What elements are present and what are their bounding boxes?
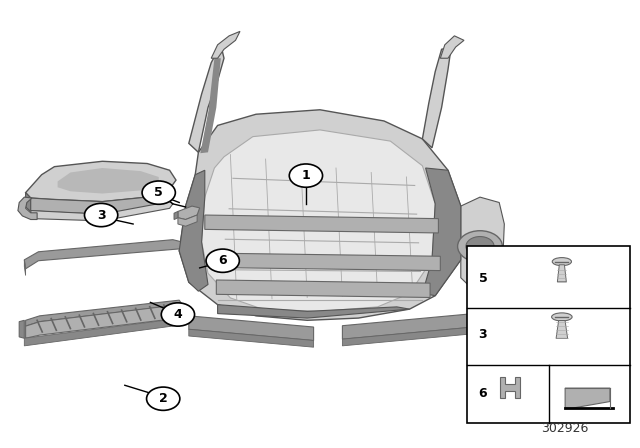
- Text: 3: 3: [479, 328, 487, 341]
- Ellipse shape: [552, 258, 572, 266]
- Polygon shape: [174, 211, 178, 220]
- Polygon shape: [205, 215, 438, 233]
- Polygon shape: [58, 168, 159, 194]
- Polygon shape: [440, 36, 464, 58]
- Text: 6: 6: [479, 387, 487, 400]
- Polygon shape: [178, 215, 197, 226]
- Polygon shape: [342, 327, 474, 346]
- Polygon shape: [19, 320, 24, 338]
- Polygon shape: [200, 58, 221, 153]
- Text: 1: 1: [301, 169, 310, 182]
- Text: 5: 5: [479, 272, 488, 285]
- Polygon shape: [31, 202, 173, 221]
- Text: 6: 6: [218, 254, 227, 267]
- Polygon shape: [565, 388, 610, 408]
- Polygon shape: [24, 318, 182, 346]
- Polygon shape: [342, 314, 474, 339]
- Polygon shape: [556, 320, 568, 338]
- Circle shape: [142, 181, 175, 204]
- Circle shape: [458, 231, 502, 262]
- Polygon shape: [189, 329, 314, 347]
- Polygon shape: [422, 168, 461, 296]
- Polygon shape: [422, 47, 451, 148]
- Polygon shape: [26, 161, 176, 202]
- Polygon shape: [189, 316, 314, 340]
- Text: 3: 3: [97, 208, 106, 222]
- Text: 2: 2: [159, 392, 168, 405]
- Circle shape: [289, 164, 323, 187]
- Polygon shape: [211, 31, 240, 58]
- Text: 4: 4: [173, 308, 182, 321]
- Polygon shape: [178, 206, 200, 220]
- Polygon shape: [18, 197, 37, 220]
- Polygon shape: [31, 189, 170, 214]
- Circle shape: [466, 237, 494, 256]
- Polygon shape: [202, 130, 435, 311]
- Polygon shape: [189, 45, 224, 152]
- Bar: [467, 246, 630, 423]
- Polygon shape: [179, 170, 208, 291]
- Polygon shape: [500, 378, 520, 398]
- Circle shape: [161, 303, 195, 326]
- Ellipse shape: [552, 313, 572, 321]
- Polygon shape: [557, 265, 566, 282]
- Text: 5: 5: [154, 186, 163, 199]
- Polygon shape: [461, 197, 504, 289]
- Text: 302926: 302926: [541, 422, 589, 435]
- Polygon shape: [24, 240, 186, 269]
- Circle shape: [84, 203, 118, 227]
- Polygon shape: [24, 260, 26, 276]
- Polygon shape: [26, 300, 182, 326]
- Polygon shape: [216, 280, 430, 297]
- Polygon shape: [26, 193, 31, 211]
- Circle shape: [147, 387, 180, 410]
- Circle shape: [206, 249, 239, 272]
- Polygon shape: [26, 305, 179, 338]
- Polygon shape: [179, 110, 461, 320]
- Polygon shape: [218, 305, 410, 318]
- Polygon shape: [211, 253, 440, 271]
